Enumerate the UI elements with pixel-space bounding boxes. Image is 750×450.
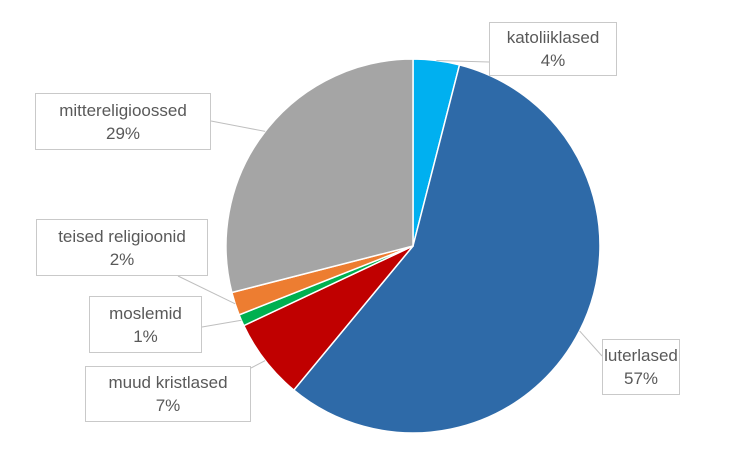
slice-percent: 7% — [155, 396, 181, 415]
slice-percent: 2% — [109, 249, 135, 269]
label-moslemid: moslemid 1% — [89, 296, 202, 353]
pie-slice-mittereligioossed — [225, 58, 414, 294]
label-luterlased: luterlased 57% — [602, 339, 680, 395]
label-mittereligioossed: mittereligioossed 29% — [35, 93, 211, 150]
slice-name: luterlased — [604, 346, 678, 365]
slice-name: muud kristlased — [108, 373, 228, 392]
leader-line — [177, 275, 236, 305]
slice-name: mittereligioossed — [59, 100, 187, 120]
leader-line — [250, 360, 266, 369]
slice-name: moslemid — [109, 303, 182, 323]
slice-percent: 57% — [623, 369, 659, 388]
pie-slices — [225, 58, 601, 434]
leader-line — [436, 60, 490, 63]
leader-line — [201, 319, 242, 328]
slice-percent: 1% — [133, 326, 158, 346]
leader-line — [579, 330, 603, 357]
leader-line — [210, 120, 266, 132]
slice-name: katoliiklased — [506, 28, 600, 47]
slice-percent: 4% — [540, 51, 566, 70]
label-katoliiklased: katoliiklased 4% — [489, 22, 617, 76]
slice-percent: 29% — [105, 123, 141, 143]
pie-slice-luterlased — [292, 63, 601, 434]
leader-lines — [177, 60, 603, 369]
label-muud-kristlased: muud kristlased 7% — [85, 366, 251, 422]
label-teised-religioonid: teised religioonid 2% — [36, 219, 208, 276]
slice-name: teised religioonid — [58, 226, 186, 246]
